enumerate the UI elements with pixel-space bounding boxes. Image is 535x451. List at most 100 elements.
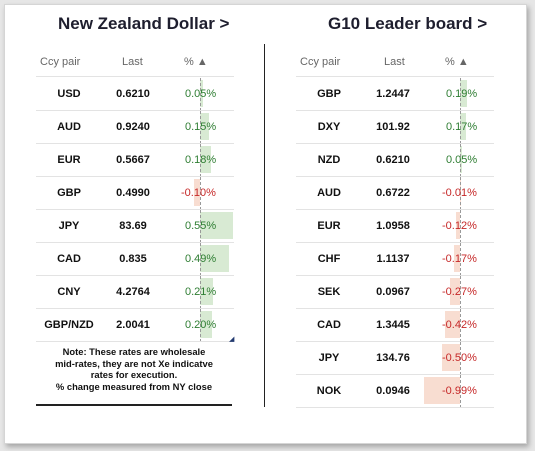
currency-pair[interactable]: NOK — [316, 385, 342, 397]
row-separator — [296, 110, 494, 111]
negative-change-bar — [450, 278, 460, 305]
right-header-pct-sort[interactable]: % ▲ — [445, 56, 469, 68]
currency-pair[interactable]: JPY — [318, 352, 340, 364]
positive-change-bar — [200, 146, 211, 173]
table-row[interactable]: CAD 1.3445 -0.42% — [296, 309, 494, 342]
right-header-last: Last — [384, 56, 405, 68]
right-header-ccy: Ccy pair — [300, 56, 341, 68]
percent-change: 0.18% — [185, 154, 217, 166]
currency-pair[interactable]: CNY — [57, 286, 81, 298]
zero-line — [200, 111, 201, 144]
currency-pair[interactable]: EUR — [57, 154, 81, 166]
currency-pair[interactable]: EUR — [317, 220, 341, 232]
row-separator — [296, 143, 494, 144]
table-row[interactable]: GBP/NZD 2.0041 0.20% — [36, 309, 234, 342]
left-header-last: Last — [122, 56, 143, 68]
note-line-4: % change measured from NY close — [55, 380, 213, 392]
rates-widget — [4, 4, 527, 444]
percent-change: -0.27% — [442, 286, 477, 298]
left-header-ccy: Ccy pair — [40, 56, 81, 68]
percent-change: -0.12% — [442, 220, 477, 232]
zero-line — [200, 309, 201, 342]
zero-line — [460, 276, 461, 309]
note-line-3: rates for execution. — [90, 369, 178, 381]
percent-change: 0.21% — [185, 286, 217, 298]
currency-pair[interactable]: JPY — [58, 220, 80, 232]
positive-change-bar — [200, 311, 212, 338]
zero-line — [460, 78, 461, 111]
table-row[interactable]: GBP 0.4990 -0.10% — [36, 177, 234, 210]
last-rate: 134.76 — [376, 352, 410, 364]
last-rate: 0.5667 — [116, 154, 150, 166]
table-row[interactable]: USD 0.6210 0.05% — [36, 78, 234, 111]
row-separator — [36, 143, 234, 144]
currency-pair[interactable]: AUD — [57, 121, 81, 133]
table-row[interactable]: CAD 0.835 0.49% — [36, 243, 234, 276]
positive-change-bar — [200, 113, 209, 140]
negative-change-bar — [444, 311, 460, 338]
right-header-rule — [296, 76, 494, 77]
table-row[interactable]: DXY 101.92 0.17% — [296, 111, 494, 144]
table-row[interactable]: AUD 0.9240 0.15% — [36, 111, 234, 144]
nzd-panel-title[interactable]: New Zealand Dollar > — [58, 14, 230, 33]
positive-change-bar — [200, 278, 213, 305]
table-row[interactable]: AUD 0.6722 -0.01% — [296, 177, 494, 210]
note-line-1: Note: These rates are wholesale — [62, 346, 206, 357]
zero-line — [460, 243, 461, 276]
row-separator — [36, 209, 234, 210]
percent-change: 0.05% — [446, 154, 478, 166]
positive-change-bar — [460, 113, 467, 140]
last-rate: 1.1137 — [376, 253, 410, 265]
rates-disclaimer-note: Note: These rates are wholesale mid-rate… — [36, 346, 232, 392]
table-row[interactable]: JPY 83.69 0.55% — [36, 210, 234, 243]
table-row[interactable]: NOK 0.0946 -0.99% — [296, 375, 494, 408]
currency-pair[interactable]: GBP — [57, 187, 81, 199]
table-row[interactable]: SEK 0.0967 -0.27% — [296, 276, 494, 309]
row-separator — [36, 275, 234, 276]
table-row[interactable]: EUR 1.0958 -0.12% — [296, 210, 494, 243]
row-separator — [296, 275, 494, 276]
percent-change: 0.05% — [185, 88, 217, 100]
zero-line — [460, 309, 461, 342]
currency-pair[interactable]: NZD — [317, 154, 341, 166]
row-separator — [36, 242, 234, 243]
panel-divider — [264, 44, 265, 407]
zero-line — [200, 177, 201, 210]
zero-line — [460, 375, 461, 408]
left-header-rule — [36, 76, 234, 77]
row-separator — [296, 374, 494, 375]
negative-change-bar — [424, 377, 460, 404]
left-header-pct-sort[interactable]: % ▲ — [184, 56, 208, 68]
currency-pair[interactable]: CAD — [317, 319, 341, 331]
percent-change: 0.15% — [185, 121, 217, 133]
row-separator — [36, 308, 234, 309]
row-separator — [36, 341, 234, 342]
currency-pair[interactable]: USD — [57, 88, 81, 100]
negative-change-bar — [455, 212, 460, 239]
currency-pair[interactable]: CAD — [57, 253, 81, 265]
table-row[interactable]: CHF 1.1137 -0.17% — [296, 243, 494, 276]
table-row[interactable]: EUR 0.5667 0.18% — [36, 144, 234, 177]
currency-pair[interactable]: GBP/NZD — [44, 319, 94, 331]
percent-change: -0.01% — [442, 187, 477, 199]
percent-change: -0.99% — [442, 385, 477, 397]
zero-line — [460, 177, 461, 210]
table-row[interactable]: JPY 134.76 -0.50% — [296, 342, 494, 375]
currency-pair[interactable]: DXY — [317, 121, 341, 133]
last-rate: 0.835 — [119, 253, 147, 265]
last-rate: 0.6722 — [376, 187, 410, 199]
currency-pair[interactable]: SEK — [317, 286, 341, 298]
currency-pair[interactable]: GBP — [317, 88, 341, 100]
currency-pair[interactable]: CHF — [317, 253, 341, 265]
table-row[interactable]: CNY 4.2764 0.21% — [36, 276, 234, 309]
note-underline — [36, 404, 232, 406]
negative-change-bar — [194, 179, 200, 206]
currency-pair[interactable]: AUD — [317, 187, 341, 199]
percent-change: 0.17% — [446, 121, 478, 133]
zero-line — [460, 342, 461, 375]
g10-panel-title[interactable]: G10 Leader board > — [328, 14, 488, 33]
table-row[interactable]: NZD 0.6210 0.05% — [296, 144, 494, 177]
percent-change: -0.50% — [442, 352, 477, 364]
table-row[interactable]: GBP 1.2447 0.19% — [296, 78, 494, 111]
zero-line — [200, 144, 201, 177]
